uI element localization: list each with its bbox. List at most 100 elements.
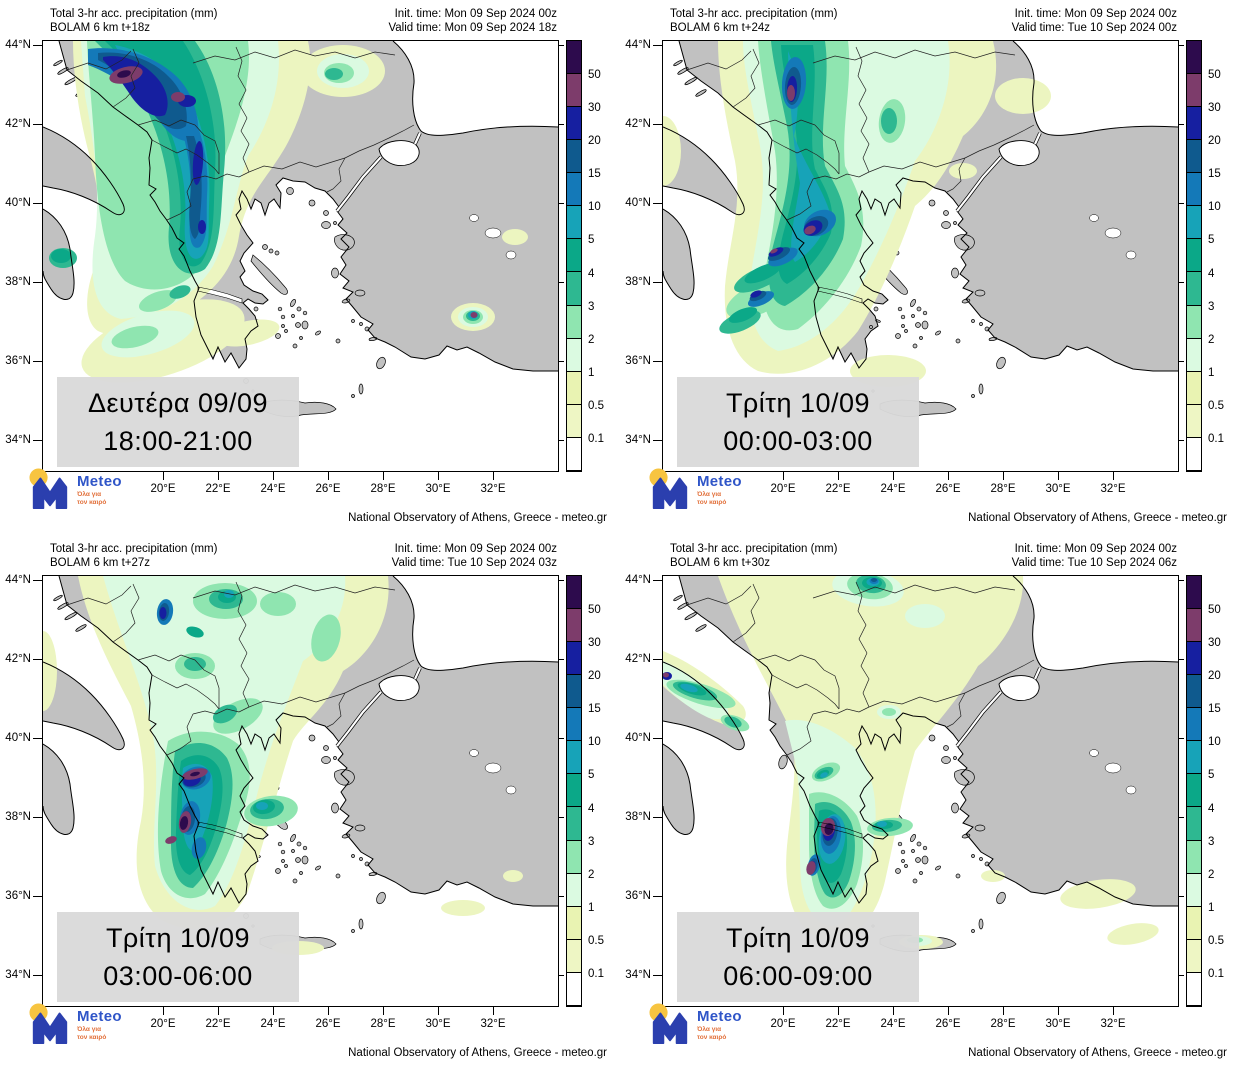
colorbar-tick-label: 1 xyxy=(1208,901,1215,914)
valid-time: Valid time: Tue 10 Sep 2024 03z xyxy=(391,557,557,569)
lat-tick-right xyxy=(1178,203,1184,204)
colorbar-tick-label: 5 xyxy=(588,769,595,782)
lat-tick-label: 36°N xyxy=(5,890,31,902)
colorbar-tick-label: 0.1 xyxy=(1208,432,1224,445)
lon-tick xyxy=(438,471,439,480)
logo-text: Meteo Όλα για τον καιρό xyxy=(697,468,742,506)
meteo-logo: Meteo Όλα για τον καιρό xyxy=(648,1003,742,1045)
lon-tick xyxy=(1113,1006,1114,1015)
lon-tick xyxy=(1003,1006,1004,1015)
panel-title: Total 3-hr acc. precipitation (mm) BOLAM… xyxy=(670,542,837,570)
colorbar-band xyxy=(567,576,581,610)
colorbar-band xyxy=(567,642,581,676)
colorbar-tick-label: 50 xyxy=(1208,69,1221,82)
panel-title: Total 3-hr acc. precipitation (mm) BOLAM… xyxy=(50,542,217,570)
panel-title-line1: Total 3-hr acc. precipitation (mm) xyxy=(670,543,838,555)
colorbar: 50 30 20 15 10 5 4 3 2 1 0.5 0.1 xyxy=(1186,40,1224,472)
logo-wordmark: Meteo xyxy=(697,1008,742,1025)
colorbar-band xyxy=(567,774,581,808)
lat-tick xyxy=(653,738,662,739)
colorbar-tick-label: 2 xyxy=(588,333,595,346)
logo-tagline-line2: τον καιρό xyxy=(697,498,727,506)
lon-tick xyxy=(163,471,164,480)
map-frame: Τρίτη 10/09 06:00-09:00 50 30 20 15 10 5 4 3 2 1 0… xyxy=(625,574,1224,1030)
colorbar-tick-label: 20 xyxy=(588,670,601,683)
colorbar-band xyxy=(1187,173,1201,207)
colorbar-tick-label: 0.5 xyxy=(588,934,604,947)
logo-tagline-line1: Όλα για xyxy=(77,491,102,498)
colorbar-band xyxy=(567,972,581,1006)
colorbar-band xyxy=(567,107,581,141)
lat-tick xyxy=(33,203,42,204)
lat-tick-right xyxy=(1178,738,1184,739)
colorbar-tick-label: 20 xyxy=(1208,135,1221,148)
lat-tick xyxy=(653,282,662,283)
colorbar-tick-label: 2 xyxy=(1208,333,1215,346)
lon-tick xyxy=(273,1006,274,1015)
lon-tick-label: 28°E xyxy=(370,483,396,495)
panel-title-line1: Total 3-hr acc. precipitation (mm) xyxy=(670,8,838,20)
lon-tick-label: 20°E xyxy=(150,1018,176,1030)
lon-tick xyxy=(328,471,329,480)
meteo-m-icon xyxy=(29,468,68,510)
lat-tick-label: 34°N xyxy=(5,434,31,446)
logo-tagline: Όλα για τον καιρό xyxy=(77,491,122,506)
lat-tick-right xyxy=(1178,659,1184,660)
colorbar-band xyxy=(1187,107,1201,141)
colorbar-band xyxy=(567,74,581,108)
colorbar-band xyxy=(567,338,581,372)
lat-tick-right xyxy=(1178,282,1184,283)
lat-tick xyxy=(653,45,662,46)
lon-tick xyxy=(783,471,784,480)
lat-tick-label: 42°N xyxy=(625,118,651,130)
colorbar-band xyxy=(1187,437,1201,471)
logo-tagline: Όλα για τον καιρό xyxy=(77,1026,122,1041)
lon-tick-label: 32°E xyxy=(480,1018,506,1030)
lat-tick-right xyxy=(558,124,564,125)
lon-tick-label: 28°E xyxy=(370,1018,396,1030)
lat-tick xyxy=(653,896,662,897)
lat-tick xyxy=(33,817,42,818)
colorbar-tick-label: 0.1 xyxy=(588,432,604,445)
forecast-panel: Total 3-hr acc. precipitation (mm) BOLAM… xyxy=(0,0,619,535)
colorbar-band xyxy=(567,41,581,75)
meteo-logo: Meteo Όλα για τον καιρό xyxy=(28,1003,122,1045)
lat-tick-label: 34°N xyxy=(625,434,651,446)
date-range-label: Τρίτη 10/09 03:00-06:00 xyxy=(57,912,299,1002)
meteo-m-icon xyxy=(29,1003,68,1045)
lat-tick-right xyxy=(558,580,564,581)
panel-title-line2: BOLAM 6 km t+30z xyxy=(670,557,771,569)
lat-tick-right xyxy=(558,659,564,660)
lon-tick-label: 22°E xyxy=(205,483,231,495)
colorbar-band xyxy=(1187,576,1201,610)
init-time: Init. time: Mon 09 Sep 2024 00z xyxy=(1014,8,1177,20)
colorbar: 50 30 20 15 10 5 4 3 2 1 0.5 0.1 xyxy=(1186,575,1224,1007)
lon-tick xyxy=(438,1006,439,1015)
lat-tick xyxy=(653,440,662,441)
lat-tick-right xyxy=(558,896,564,897)
lon-tick-label: 20°E xyxy=(150,483,176,495)
lat-tick-right xyxy=(1178,361,1184,362)
lon-tick-label: 20°E xyxy=(770,483,796,495)
lat-tick xyxy=(33,580,42,581)
colorbar: 50 30 20 15 10 5 4 3 2 1 0.5 0.1 xyxy=(566,575,604,1007)
lat-tick-right xyxy=(1178,440,1184,441)
colorbar-band xyxy=(567,708,581,742)
lon-tick-label: 30°E xyxy=(425,1018,451,1030)
logo-tagline-line1: Όλα για xyxy=(697,491,722,498)
colorbar-tick-label: 2 xyxy=(1208,868,1215,881)
lat-tick xyxy=(33,896,42,897)
lon-tick xyxy=(1003,471,1004,480)
init-time: Init. time: Mon 09 Sep 2024 00z xyxy=(394,8,557,20)
lon-tick-label: 24°E xyxy=(260,1018,286,1030)
logo-text: Meteo Όλα για τον καιρό xyxy=(77,468,122,506)
colorbar-tick-label: 0.1 xyxy=(1208,967,1224,980)
lat-tick xyxy=(653,203,662,204)
lon-tick xyxy=(1058,471,1059,480)
lon-tick xyxy=(948,1006,949,1015)
lon-tick xyxy=(893,1006,894,1015)
lon-tick xyxy=(383,1006,384,1015)
colorbar-tick-label: 5 xyxy=(588,234,595,247)
lat-tick-label: 34°N xyxy=(5,969,31,981)
logo-tagline: Όλα για τον καιρό xyxy=(697,491,742,506)
